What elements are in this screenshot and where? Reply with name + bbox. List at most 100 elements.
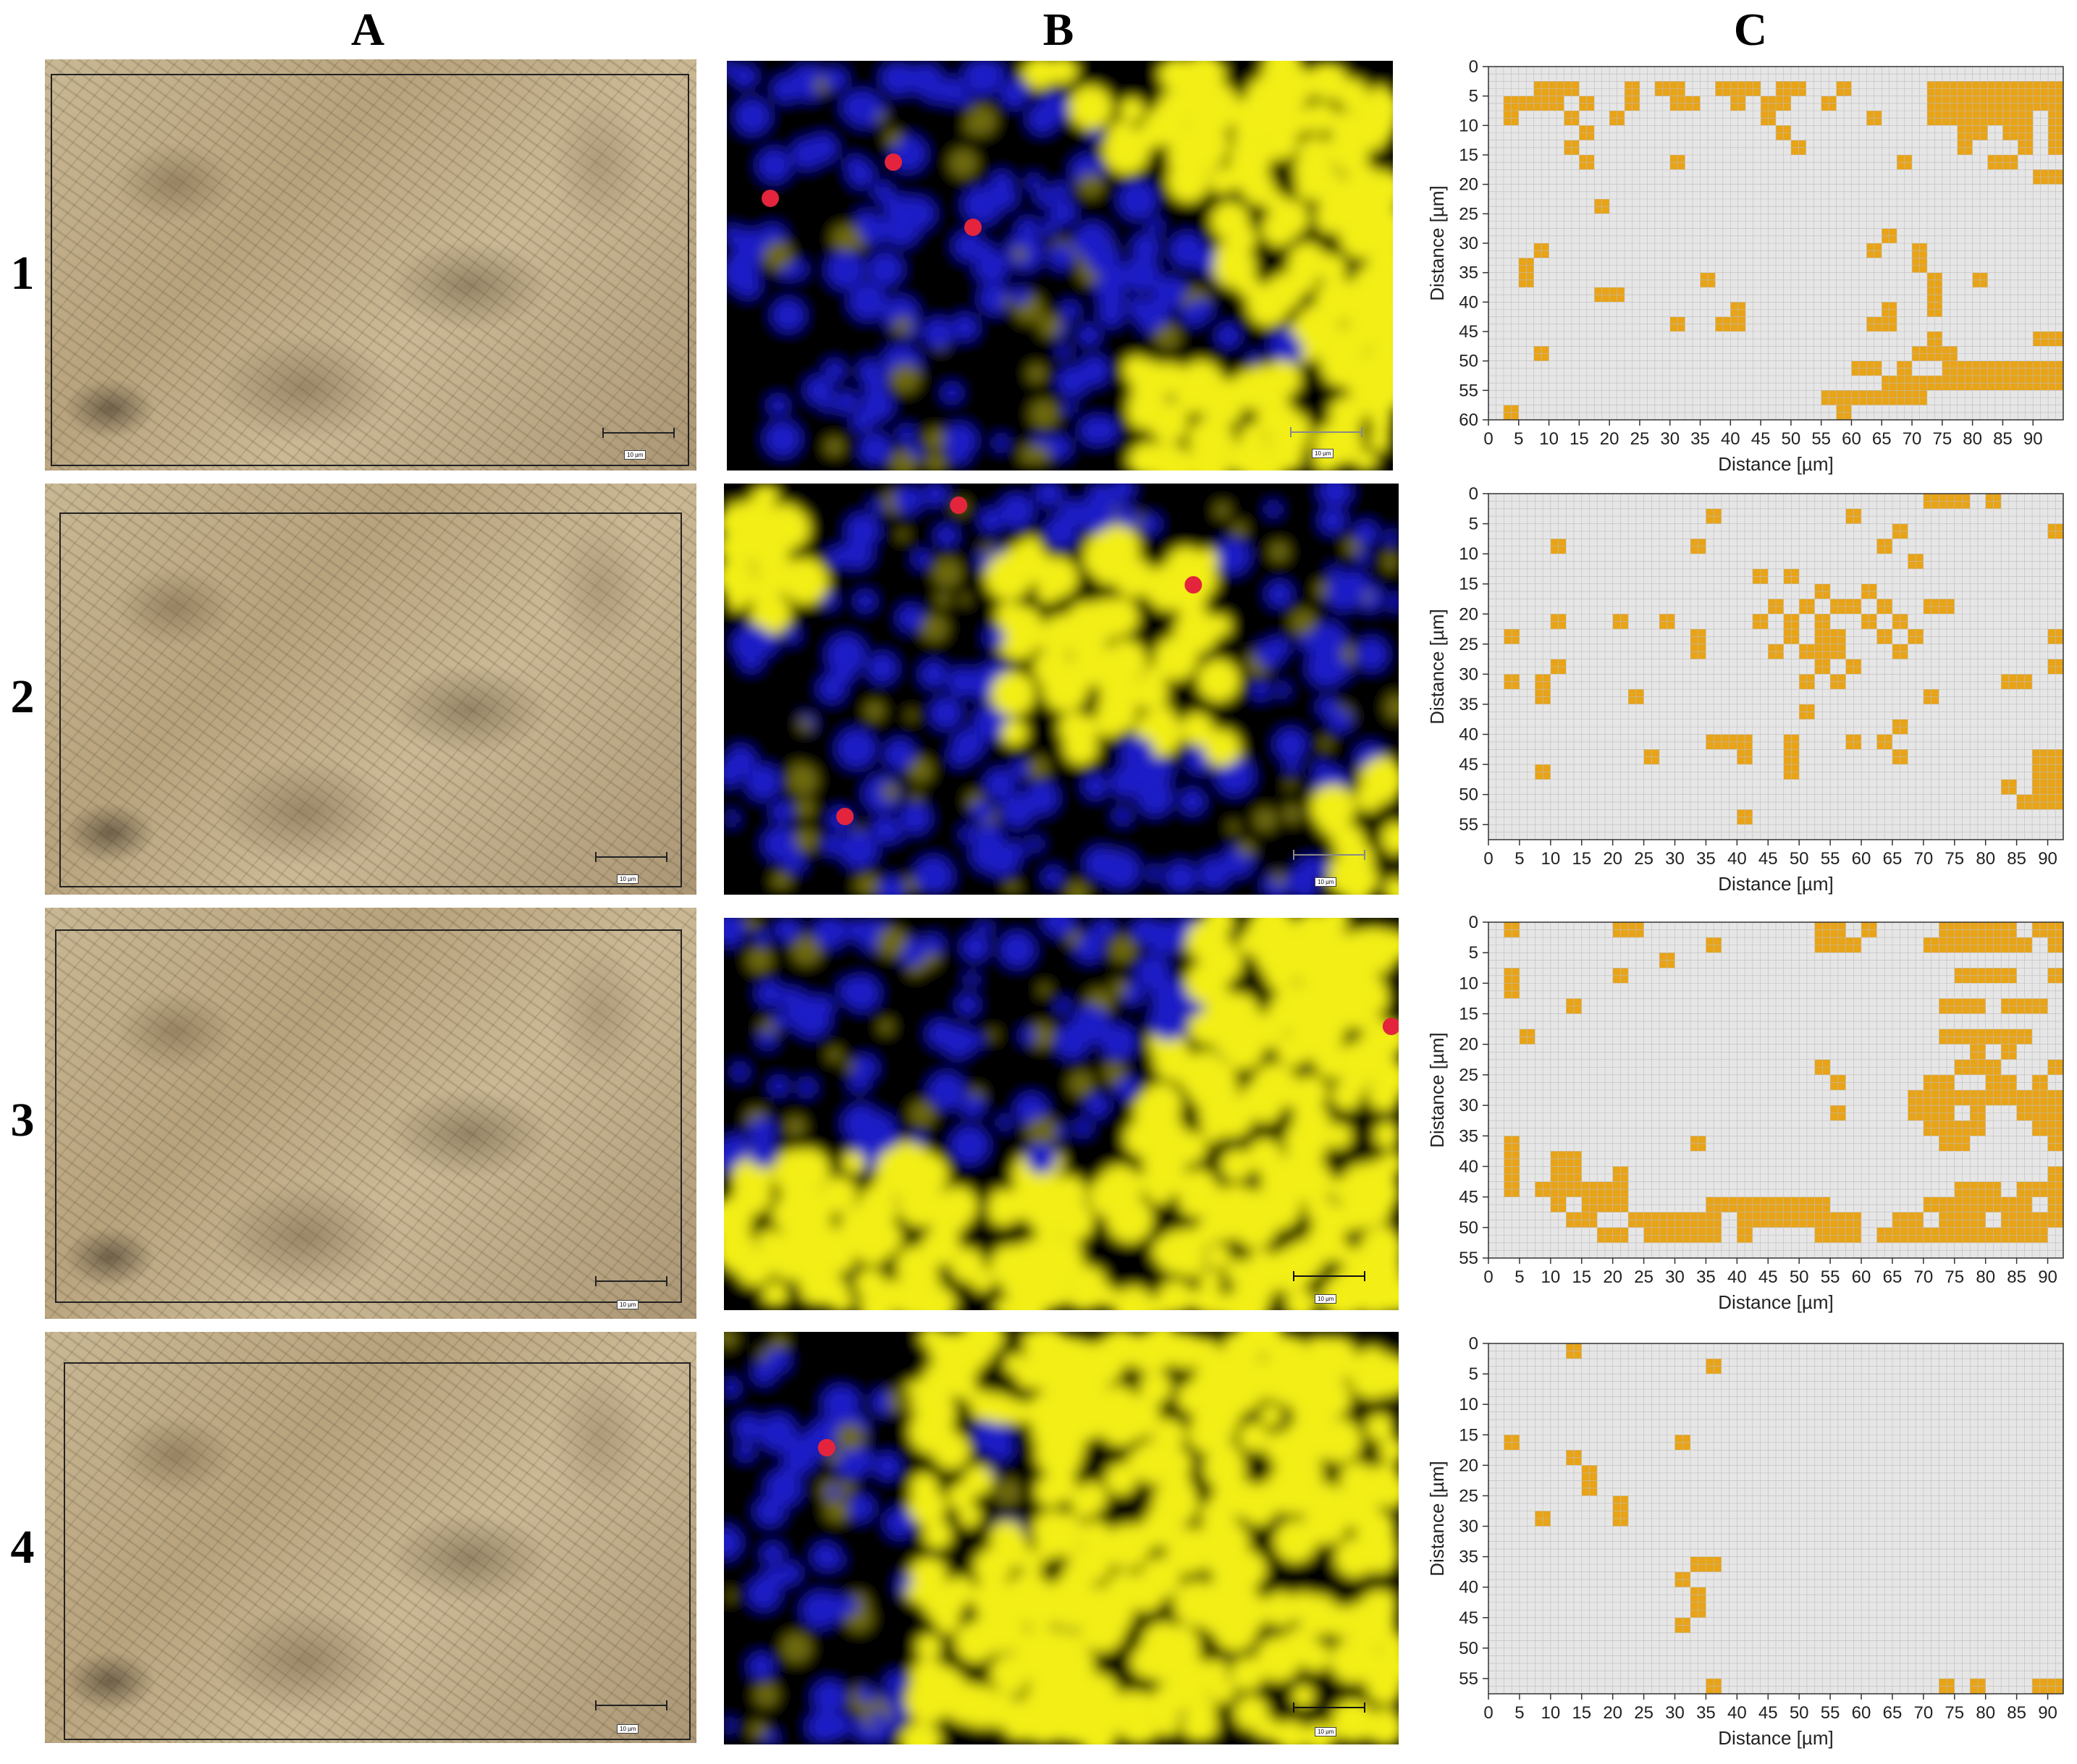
x-tick-label: 40 bbox=[1721, 429, 1740, 449]
y-tick-label: 50 bbox=[1459, 1218, 1478, 1238]
x-tick-label: 75 bbox=[1932, 429, 1952, 449]
scale-label: 10 µm bbox=[1315, 1294, 1337, 1304]
scale-label: 10 µm bbox=[624, 450, 646, 460]
y-axis-label: Distance [µm] bbox=[1426, 609, 1448, 724]
x-tick-label: 15 bbox=[1570, 429, 1589, 449]
y-tick-label: 20 bbox=[1459, 604, 1478, 624]
x-tick-label: 60 bbox=[1852, 1703, 1871, 1723]
micrograph-row-2: 10 µm bbox=[45, 484, 696, 895]
grid-lines bbox=[1488, 921, 2064, 1259]
x-tick-label: 75 bbox=[1945, 1703, 1964, 1723]
y-tick-label: 55 bbox=[1459, 1249, 1478, 1268]
x-tick-label: 35 bbox=[1690, 429, 1710, 449]
x-tick-label: 45 bbox=[1758, 849, 1778, 869]
grid-chart-svg: 0 5 10 15 20 25 30 35 40 45 50 55 60 65 70 75 80 85 90 0 5 10… bbox=[1426, 1334, 2064, 1749]
y-tick-label: 40 bbox=[1459, 1578, 1478, 1598]
column-header-c: C bbox=[1733, 4, 1768, 55]
y-tick-label: 15 bbox=[1459, 575, 1478, 594]
x-tick-label: 75 bbox=[1945, 1267, 1964, 1287]
grid-chart-svg: 0 5 10 15 20 25 30 35 40 45 50 55 60 65 70 75 80 85 90 0 5 10… bbox=[1426, 57, 2064, 475]
scale-bar bbox=[602, 428, 675, 438]
micrograph-frame bbox=[51, 74, 689, 466]
x-tick-label: 70 bbox=[1903, 429, 1922, 449]
x-tick-label: 60 bbox=[1852, 1267, 1871, 1287]
edx-map-graphic bbox=[727, 61, 1393, 470]
x-tick-label: 40 bbox=[1727, 1703, 1747, 1723]
y-tick-label: 35 bbox=[1459, 695, 1478, 714]
x-tick-label: 15 bbox=[1572, 1703, 1591, 1723]
x-tick-label: 80 bbox=[1976, 1703, 1995, 1723]
x-tick-label: 5 bbox=[1514, 429, 1523, 449]
x-tick-label: 85 bbox=[1993, 429, 2013, 449]
row-label-4: 4 bbox=[10, 1521, 35, 1574]
y-tick-label: 20 bbox=[1459, 175, 1478, 195]
y-tick-label: 30 bbox=[1459, 664, 1478, 684]
scale-label: 10 µm bbox=[617, 874, 639, 884]
y-tick-label: 35 bbox=[1459, 1126, 1478, 1146]
x-tick-label: 55 bbox=[1821, 1703, 1840, 1723]
x-tick-label: 20 bbox=[1600, 429, 1619, 449]
x-tick-label: 70 bbox=[1914, 849, 1934, 869]
grid-chart-svg: 0 5 10 15 20 25 30 35 40 45 50 55 60 65 70 75 80 85 90 0 5 10… bbox=[1426, 913, 2064, 1313]
y-tick-label: 35 bbox=[1459, 1548, 1478, 1567]
y-tick-label: 40 bbox=[1459, 725, 1478, 745]
x-axis-label: Distance [µm] bbox=[1718, 453, 1833, 475]
grid-chart-row-3: 0 5 10 15 20 25 30 35 40 45 50 55 60 65 70 75 80 85 90 0 5 10… bbox=[1425, 900, 2076, 1325]
y-tick-label: 15 bbox=[1459, 145, 1478, 165]
y-tick-label: 10 bbox=[1459, 544, 1478, 564]
x-tick-label: 25 bbox=[1634, 1703, 1653, 1723]
x-tick-label: 85 bbox=[2007, 1267, 2026, 1287]
edx-map-row-2: 10 µm bbox=[724, 484, 1399, 895]
edx-map-row-4: 10 µm bbox=[724, 1332, 1399, 1744]
x-tick-label: 30 bbox=[1660, 429, 1680, 449]
scale-label: 10 µm bbox=[617, 1724, 639, 1734]
y-tick-label: 25 bbox=[1459, 1486, 1478, 1506]
x-tick-label: 30 bbox=[1665, 849, 1685, 869]
micrograph-row-4: 10 µm bbox=[45, 1332, 696, 1743]
micrograph-frame bbox=[64, 1362, 691, 1740]
column-header-a: A bbox=[350, 4, 385, 55]
column-header-b: B bbox=[1042, 4, 1074, 55]
grid-chart-row-1: 0 5 10 15 20 25 30 35 40 45 50 55 60 65 70 75 80 85 90 0 5 10… bbox=[1425, 45, 2076, 486]
y-tick-label: 45 bbox=[1459, 1608, 1478, 1628]
scale-bar bbox=[595, 1276, 667, 1286]
y-tick-label: 5 bbox=[1469, 87, 1478, 106]
x-tick-label: 90 bbox=[2038, 1267, 2057, 1287]
x-tick-label: 80 bbox=[1976, 1267, 1995, 1287]
y-tick-label: 45 bbox=[1459, 755, 1478, 775]
row-label-1: 1 bbox=[10, 247, 35, 300]
row-label-3: 3 bbox=[10, 1094, 35, 1147]
x-axis-label: Distance [µm] bbox=[1718, 1727, 1833, 1749]
y-tick-label: 0 bbox=[1469, 484, 1478, 504]
edx-map-graphic bbox=[724, 484, 1399, 895]
x-tick-label: 35 bbox=[1696, 849, 1716, 869]
x-tick-label: 0 bbox=[1483, 1267, 1493, 1287]
x-tick-label: 0 bbox=[1483, 849, 1493, 869]
y-axis-label: Distance [µm] bbox=[1426, 185, 1448, 300]
x-tick-label: 60 bbox=[1842, 429, 1861, 449]
y-tick-label: 50 bbox=[1459, 1639, 1478, 1658]
x-tick-label: 90 bbox=[2023, 429, 2043, 449]
x-tick-label: 50 bbox=[1790, 1267, 1809, 1287]
x-tick-label: 15 bbox=[1572, 1267, 1591, 1287]
edx-map-row-1: 10 µm bbox=[727, 61, 1393, 470]
scale-label: 10 µm bbox=[1315, 877, 1337, 887]
y-tick-label: 5 bbox=[1469, 515, 1478, 534]
y-tick-label: 20 bbox=[1459, 1456, 1478, 1475]
grid-lines bbox=[1488, 66, 2064, 421]
y-tick-label: 0 bbox=[1469, 57, 1478, 77]
scale-bar bbox=[1290, 427, 1362, 437]
y-tick-label: 25 bbox=[1459, 204, 1478, 224]
edx-map-graphic bbox=[724, 918, 1399, 1310]
x-tick-label: 70 bbox=[1914, 1267, 1934, 1287]
x-tick-label: 30 bbox=[1665, 1703, 1685, 1723]
x-tick-label: 25 bbox=[1630, 429, 1650, 449]
plot-frame bbox=[1488, 493, 2064, 840]
y-tick-label: 40 bbox=[1459, 1157, 1478, 1176]
y-tick-label: 50 bbox=[1459, 785, 1478, 805]
y-tick-label: 15 bbox=[1459, 1425, 1478, 1445]
y-axis-label: Distance [µm] bbox=[1426, 1032, 1448, 1147]
y-tick-label: 55 bbox=[1459, 381, 1478, 400]
x-tick-label: 40 bbox=[1727, 1267, 1747, 1287]
x-tick-label: 35 bbox=[1696, 1267, 1716, 1287]
